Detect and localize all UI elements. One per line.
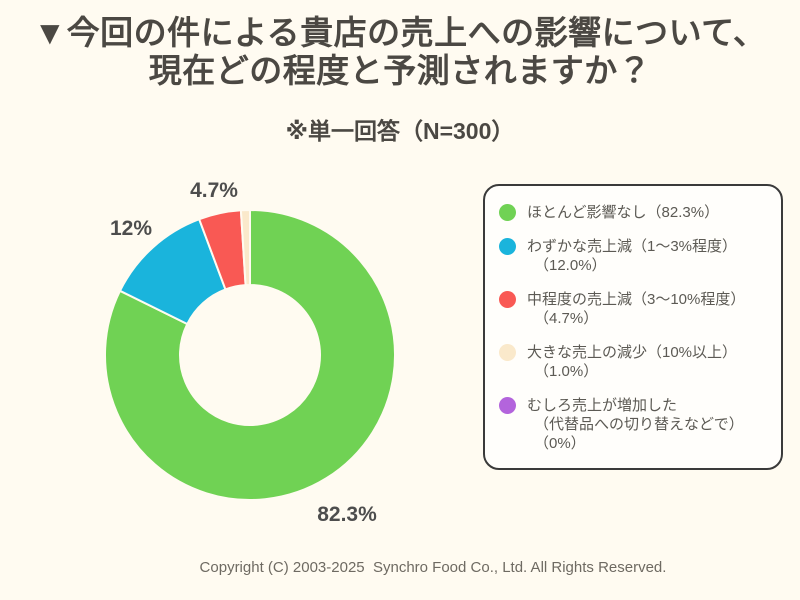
legend-line: ほとんど影響なし（82.3%） xyxy=(527,204,720,221)
page-title-line1: ▼今回の件による貴店の売上への影響について、 xyxy=(33,14,767,51)
legend-line: （0%） xyxy=(534,435,586,452)
legend-item: 中程度の売上減（3〜10%程度） （4.7%） xyxy=(499,290,771,328)
legend-dot-icon xyxy=(499,204,516,221)
page-title-line2: 現在どの程度と予測されますか？ xyxy=(148,52,652,89)
legend-item-label: むしろ売上が増加した （代替品への切り替えなどで） （0%） xyxy=(527,396,744,453)
slice-label-blue: 12% xyxy=(109,217,153,240)
legend-line: （12.0%） xyxy=(534,257,607,274)
copyright-text: Copyright (C) 2003-2025 Synchro Food Co.… xyxy=(199,559,667,576)
legend-item: 大きな売上の減少（10%以上） （1.0%） xyxy=(499,343,771,381)
legend-line: 中程度の売上減（3〜10%程度） xyxy=(527,291,746,308)
donut-svg xyxy=(104,209,396,501)
legend-dot-icon xyxy=(499,238,516,255)
legend-dot-icon xyxy=(499,291,516,308)
legend-item: わずかな売上減（1〜3%程度） （12.0%） xyxy=(499,237,771,275)
legend-item-label: ほとんど影響なし（82.3%） xyxy=(527,203,719,222)
legend-item-label: 大きな売上の減少（10%以上） （1.0%） xyxy=(527,343,737,381)
legend-line: （4.7%） xyxy=(534,310,599,327)
legend-line: わずかな売上減（1〜3%程度） xyxy=(527,238,738,255)
legend-line: （代替品への切り替えなどで） xyxy=(534,416,744,433)
legend-dot-icon xyxy=(499,397,516,414)
donut-slice xyxy=(239,209,251,287)
legend-line: 大きな売上の減少（10%以上） xyxy=(527,344,738,361)
legend-item-label: わずかな売上減（1〜3%程度） （12.0%） xyxy=(527,237,737,275)
legend-line: （1.0%） xyxy=(534,363,599,380)
legend: ほとんど影響なし（82.3%） わずかな売上減（1〜3%程度） （12.0%） 中程度… xyxy=(483,184,783,470)
slice-label-red: 4.7% xyxy=(190,179,238,202)
donut-slice xyxy=(104,209,396,501)
legend-dot-icon xyxy=(499,344,516,361)
slice-label-green: 82.3% xyxy=(317,503,377,526)
page-title: ▼今回の件による貴店の売上への影響について、 現在どの程度と予測されますか？ xyxy=(0,14,800,90)
legend-item: ほとんど影響なし（82.3%） xyxy=(499,203,771,222)
legend-item-label: 中程度の売上減（3〜10%程度） （4.7%） xyxy=(527,290,745,328)
legend-item: むしろ売上が増加した （代替品への切り替えなどで） （0%） xyxy=(499,396,771,453)
legend-line: むしろ売上が増加した xyxy=(527,397,678,414)
chart-subtitle: ※単一回答（N=300） xyxy=(285,118,515,144)
